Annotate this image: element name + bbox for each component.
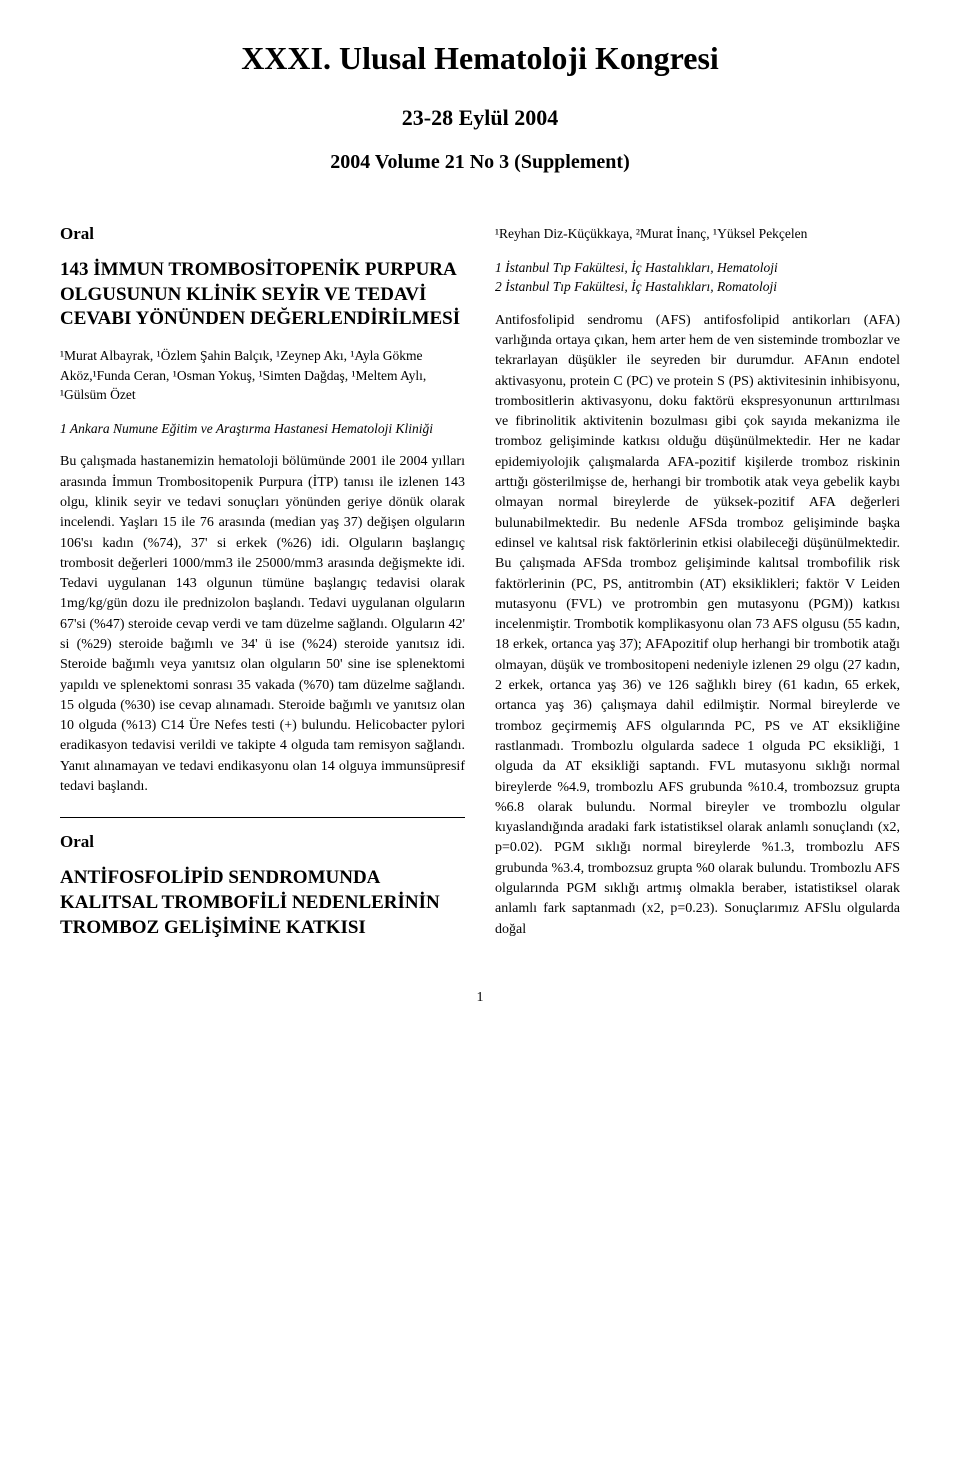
authors-list: ¹Murat Albayrak, ¹Özlem Şahin Balçık, ¹Z… (60, 346, 465, 405)
abstract-body: Bu çalışmada hastanemizin hematoloji böl… (60, 452, 465, 797)
section-label: Oral (60, 832, 465, 852)
affiliation: 1 Ankara Numune Eğitim ve Araştırma Hast… (60, 419, 465, 439)
volume-line: 2004 Volume 21 No 3 (Supplement) (60, 151, 900, 174)
abstract-title: ANTİFOSFOLİPİD SENDROMUNDA KALITSAL TROM… (60, 866, 465, 940)
affiliation: 1 İstanbul Tıp Fakültesi, İç Hastalıklar… (495, 258, 900, 297)
abstract-body: Antifosfolipid sendromu (AFS) antifosfol… (495, 311, 900, 940)
authors-list: ¹Reyhan Diz-Küçükkaya, ²Murat İnanç, ¹Yü… (495, 224, 900, 244)
right-column: ¹Reyhan Diz-Küçükkaya, ²Murat İnanç, ¹Yü… (495, 224, 900, 960)
section-label: Oral (60, 224, 465, 244)
horizontal-divider (60, 817, 465, 818)
page-number: 1 (60, 990, 900, 1006)
content-columns: Oral 143 İMMUN TROMBOSİTOPENİK PURPURA O… (60, 224, 900, 960)
affiliation-line: 1 İstanbul Tıp Fakültesi, İç Hastalıklar… (495, 260, 778, 275)
left-column: Oral 143 İMMUN TROMBOSİTOPENİK PURPURA O… (60, 224, 465, 960)
page-sub-title: 23-28 Eylül 2004 (60, 105, 900, 131)
page-main-title: XXXI. Ulusal Hematoloji Kongresi (60, 40, 900, 77)
abstract-title: 143 İMMUN TROMBOSİTOPENİK PURPURA OLGUSU… (60, 258, 465, 332)
affiliation-line: 2 İstanbul Tıp Fakültesi, İç Hastalıklar… (495, 279, 777, 294)
